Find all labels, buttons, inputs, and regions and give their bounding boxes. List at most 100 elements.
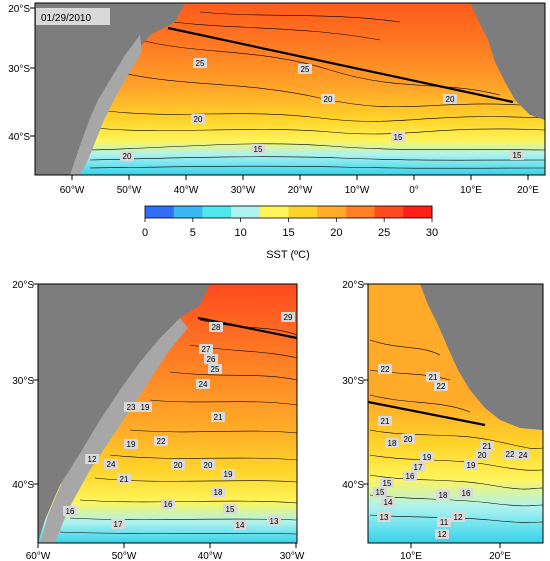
contour-label: 27 <box>199 344 213 354</box>
contour-label: 21 <box>378 416 392 426</box>
contour-label-text: 15 <box>254 145 263 154</box>
lon-label: 10°E <box>400 551 422 561</box>
sw-lon-labels: 60°W 50°W 40°W 30°W <box>26 543 305 561</box>
contour-label: 19 <box>221 469 235 479</box>
contour-label-text: 18 <box>388 439 397 448</box>
contour-label: 21 <box>480 441 494 451</box>
contour-label: 23 <box>124 402 138 412</box>
contour-label-text: 12 <box>438 530 447 539</box>
contour-label-text: 21 <box>429 373 438 382</box>
contour-label-text: 19 <box>127 440 136 449</box>
se-contours <box>369 339 543 523</box>
contour-label-text: 15 <box>376 488 385 497</box>
contour-label-text: 22 <box>506 450 515 459</box>
lon-label: 10°E <box>460 185 482 196</box>
lat-label: 20°S <box>8 4 30 15</box>
contour-label-text: 24 <box>519 451 528 460</box>
contour-label-text: 15 <box>513 151 522 160</box>
colorbar-swatch <box>202 206 232 218</box>
contour-label: 20 <box>443 94 457 104</box>
lon-label: 20°W <box>288 185 313 196</box>
contour-label: 15 <box>391 132 405 142</box>
contour-label-text: 19 <box>141 403 150 412</box>
se-lat-labels: 20°S 30°S 40°S <box>342 280 368 491</box>
sw-lat-labels: 20°S 30°S 40°S <box>12 280 38 491</box>
contour-label: 13 <box>377 512 391 522</box>
africa-land <box>470 3 545 120</box>
lon-label: 50°W <box>117 185 142 196</box>
contour-label: 28 <box>209 322 223 332</box>
lat-label: 40°S <box>342 480 364 491</box>
contour-label: 12 <box>435 529 449 539</box>
contour-label-text: 20 <box>194 115 203 124</box>
contour-label-text: 13 <box>380 513 389 522</box>
se-lon-labels: 10°E 20°E <box>400 543 511 561</box>
main-lat-labels: 20°S 30°S 40°S <box>8 4 35 143</box>
colorbar-swatch <box>145 206 175 218</box>
contour-label: 29 <box>281 312 295 322</box>
contour-label: 22 <box>154 436 168 446</box>
lat-label: 20°S <box>12 280 34 291</box>
main-lon-labels: 60°W 50°W 40°W 30°W 20°W 10°W 0° 10°E 20°E <box>60 175 539 196</box>
contour-label: 16 <box>459 488 473 498</box>
contour-label: 15 <box>510 150 524 160</box>
contour-label: 16 <box>403 471 417 481</box>
lon-label: 40°W <box>174 185 199 196</box>
contour-label-text: 19 <box>467 461 476 470</box>
contour-label: 24 <box>104 459 118 469</box>
contour-label: 18 <box>211 487 225 497</box>
sw-south-america-land <box>38 284 210 543</box>
contour-label: 19 <box>464 460 478 470</box>
contour-label-text: 15 <box>394 133 403 142</box>
colorbar-title: SST (ºC) <box>266 249 310 261</box>
contour-label: 18 <box>436 490 450 500</box>
lat-label: 20°S <box>342 280 364 291</box>
contour-label-text: 21 <box>381 417 390 426</box>
contour-label: 19 <box>138 402 152 412</box>
lat-label: 40°S <box>8 132 30 143</box>
colorbar-tick-label: 25 <box>378 227 390 239</box>
contour-label-text: 22 <box>157 437 166 446</box>
colorbar-tick-label: 30 <box>426 227 438 239</box>
sw-frame <box>37 283 298 544</box>
contour-label-text: 12 <box>88 455 97 464</box>
contour-label-text: 16 <box>462 489 471 498</box>
contour-label: 20 <box>475 450 489 460</box>
contour-label: 26 <box>204 354 218 364</box>
contour-label: 16 <box>161 499 175 509</box>
contour-label: 22 <box>434 381 448 391</box>
date-label-box <box>36 8 110 25</box>
sa-shelf <box>70 35 142 175</box>
lon-label: 60°W <box>26 551 51 561</box>
contour-label: 21 <box>426 372 440 382</box>
contour-label-text: 21 <box>120 475 129 484</box>
lon-label: 30°W <box>280 551 305 561</box>
contour-label-text: 14 <box>236 521 245 530</box>
sw-shelf <box>40 318 188 543</box>
contour-label-text: 16 <box>406 472 415 481</box>
lon-label: 40°W <box>198 551 223 561</box>
colorbar-tick-label: 0 <box>142 227 148 239</box>
lon-label: 20°E <box>517 185 539 196</box>
se-africa-land <box>420 284 543 430</box>
contour-label-text: 17 <box>114 520 123 529</box>
contour-label-text: 19 <box>423 453 432 462</box>
contour-label: 21 <box>117 474 131 484</box>
contour-label: 11 <box>437 517 451 527</box>
sw-section-line <box>197 316 297 340</box>
colorbar-tick-label: 20 <box>330 227 342 239</box>
contour-label-text: 25 <box>196 59 205 68</box>
contour-label: 12 <box>85 454 99 464</box>
contour-label-text: 15 <box>383 479 392 488</box>
contour-label-text: 20 <box>324 95 333 104</box>
contour-label: 18 <box>385 438 399 448</box>
colorbar-swatch <box>403 206 433 218</box>
contour-label-text: 14 <box>384 498 393 507</box>
sw-contours <box>59 319 297 535</box>
contour-label: 24 <box>516 450 530 460</box>
contour-label-text: 28 <box>212 323 221 332</box>
contour-label-text: 18 <box>214 488 223 497</box>
contour-label: 22 <box>378 364 392 374</box>
